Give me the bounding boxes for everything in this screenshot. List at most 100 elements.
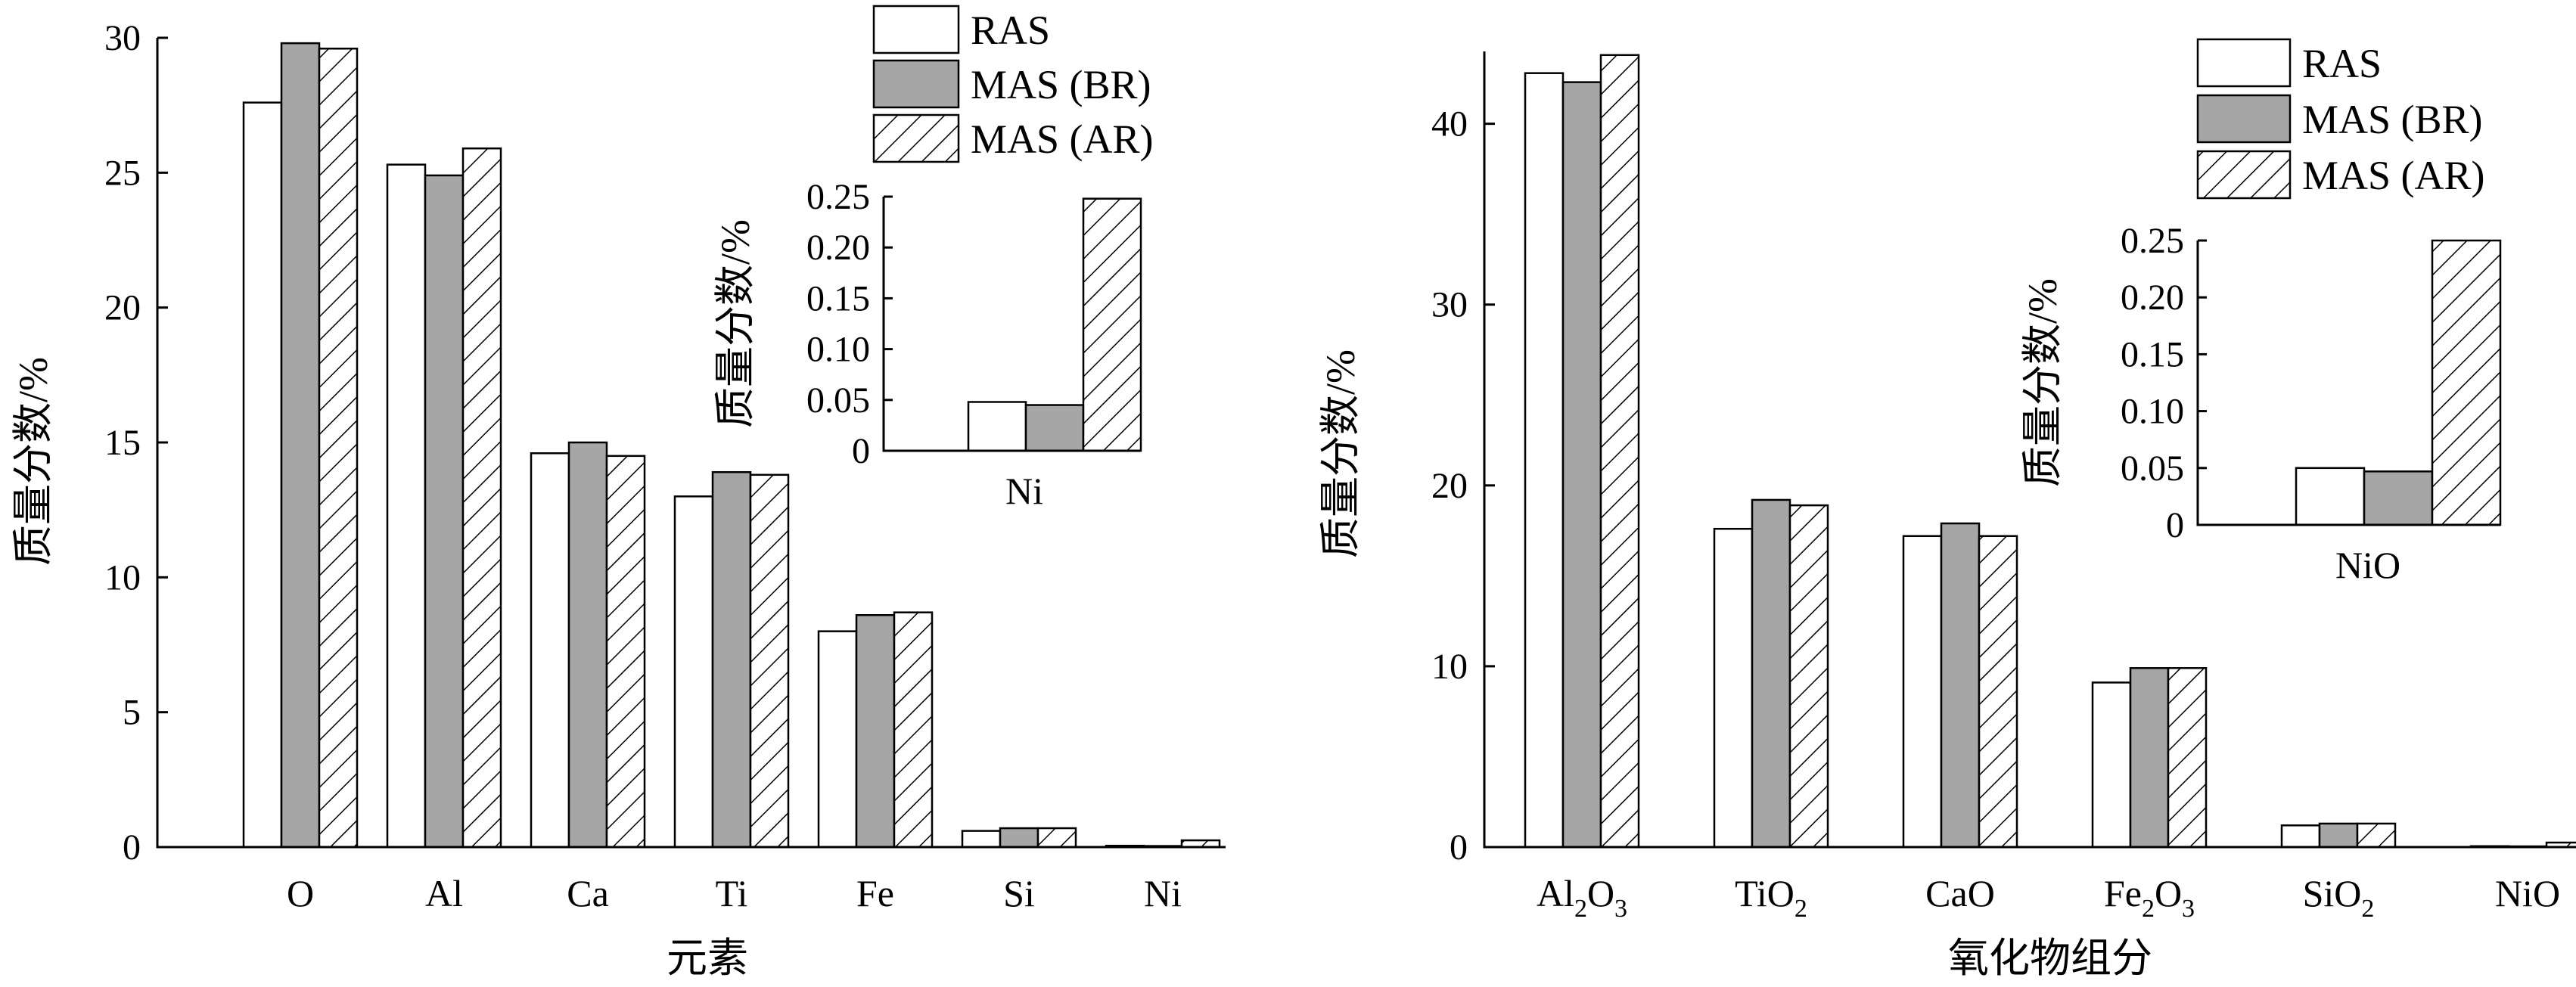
l-x-tick-label: Si: [1003, 872, 1035, 914]
figure: 0 5 10 15 20 25 30 O Al Ca Ti Fe Si Ni 元素 质量分数/% RAS…: [0, 0, 2576, 987]
left-chart: 0 5 10 15 20 25 30 O Al Ca Ti Fe Si Ni 元素 质量分数/% RAS…: [11, 6, 1226, 981]
l-bar-al-mas-br: [425, 175, 463, 847]
r-bar-al2o3-mas-ar: [1601, 55, 1639, 847]
l-y-tick-label: 20: [104, 288, 141, 328]
inset-bar-mas-br: [1026, 405, 1083, 451]
r-y-tick-label: 20: [1431, 466, 1468, 506]
left-legend: RAS MAS (BR) MAS (AR): [874, 6, 1154, 162]
r-x-tick-label: CaO: [1925, 872, 1995, 914]
legend-label-mas-ar: MAS (AR): [971, 116, 1154, 162]
right-legend: RAS MAS (BR) MAS (AR): [2198, 39, 2485, 198]
l-x-tick-label: Al: [425, 872, 463, 914]
r-bar-cao-ras: [1903, 536, 1941, 847]
r-bar-fe2o3-ras: [2093, 682, 2130, 847]
right-y-axis-label: 质量分数/%: [1318, 349, 1363, 558]
inset-bar-ras: [968, 402, 1026, 451]
left-y-axis-label: 质量分数/%: [11, 357, 56, 566]
r-y-tick-label: 40: [1431, 104, 1468, 144]
l-x-tick-label: O: [287, 872, 314, 914]
r-y-tick-label: 10: [1431, 647, 1468, 687]
inset-x-tick-label: Ni: [1005, 470, 1043, 512]
l-bar-o-mas-br: [281, 43, 319, 847]
r-x-tick-label: NiO: [2495, 872, 2560, 914]
right-category-labels: Al2O3 TiO2 CaO Fe2O3 SiO2 NiO: [1537, 872, 2560, 923]
inset-bar-mas-br: [2364, 471, 2432, 525]
inset-y-tick-label: 0.05: [2121, 448, 2184, 489]
l-bar-ca-mas-ar: [607, 456, 645, 847]
l-bar-si-mas-ar: [1038, 828, 1076, 847]
l-bar-fe-ras: [819, 632, 856, 847]
left-x-axis-label: 元素: [667, 936, 748, 981]
legend-swatch-ras: [2198, 39, 2290, 86]
l-bar-ca-mas-br: [569, 442, 607, 847]
right-x-axis-label: 氧化物组分: [1948, 936, 2152, 981]
legend-swatch-mas-ar: [2198, 151, 2290, 198]
inset-bar-mas-ar: [1083, 199, 1141, 451]
l-x-tick-label: Ca: [567, 872, 609, 914]
l-bar-si-ras: [962, 831, 1000, 847]
inset-x-tick-label: NiO: [2335, 544, 2400, 586]
r-bar-fe2o3-mas-ar: [2168, 668, 2206, 847]
legend-swatch-mas-br: [874, 61, 959, 107]
inset-y-tick-label: 0.10: [806, 330, 870, 370]
l-bar-si-mas-br: [1000, 828, 1038, 847]
inset-y-tick-label: 0.10: [2121, 392, 2184, 432]
l-y-tick-label: 30: [104, 18, 141, 58]
r-x-tick-label: Fe2O3: [2104, 872, 2195, 923]
inset-y-tick-label: 0.20: [806, 228, 870, 268]
l-x-tick-label: Ni: [1144, 872, 1182, 914]
l-bar-o-ras: [244, 103, 281, 847]
inset-y-axis-label: 质量分数/%: [2020, 278, 2065, 487]
l-bar-ca-ras: [531, 453, 569, 847]
l-y-tick-label: 15: [104, 423, 141, 463]
legend-swatch-ras: [874, 6, 959, 53]
l-y-tick-label: 25: [104, 153, 141, 193]
inset-y-tick-label: 0.25: [806, 177, 870, 217]
inset-y-axis-label: 质量分数/%: [713, 219, 758, 428]
r-bar-sio2-mas-ar: [2357, 824, 2395, 847]
r-bar-fe2o3-mas-br: [2130, 668, 2168, 847]
legend-label-ras: RAS: [971, 8, 1050, 53]
r-bar-sio2-ras: [2282, 825, 2320, 847]
right-chart: 0 10 20 30 40 Al2O3 TiO2 CaO Fe2O3 SiO2 NiO 氧化物组分…: [1318, 39, 2576, 981]
legend-label-ras: RAS: [2302, 41, 2382, 86]
inset-y-tick-label: 0.20: [2121, 278, 2184, 318]
r-bar-cao-mas-br: [1941, 523, 1979, 847]
r-bar-al2o3-mas-br: [1563, 82, 1601, 847]
inset-bar-mas-ar: [2432, 241, 2500, 525]
l-bar-al-ras: [387, 165, 425, 847]
left-category-labels: O Al Ca Ti Fe Si Ni: [287, 872, 1182, 914]
legend-swatch-mas-br: [2198, 95, 2290, 142]
r-x-tick-label: TiO2: [1735, 872, 1807, 923]
r-bar-al2o3-ras: [1525, 73, 1563, 847]
r-y-tick-label: 0: [1450, 827, 1468, 868]
l-y-tick-label: 5: [123, 693, 141, 733]
legend-label-mas-br: MAS (BR): [2302, 97, 2483, 142]
l-x-tick-label: Fe: [856, 872, 894, 914]
l-bar-o-mas-ar: [319, 48, 357, 847]
l-bar-fe-mas-ar: [894, 613, 932, 847]
l-bar-ti-mas-br: [713, 472, 750, 847]
r-bar-tio2-ras: [1714, 529, 1752, 847]
inset-y-tick-label: 0.15: [2121, 334, 2184, 374]
l-y-tick-label: 0: [123, 827, 141, 868]
l-bar-ti-ras: [675, 496, 713, 847]
inset-y-tick-label: 0.15: [806, 278, 870, 318]
r-bar-cao-mas-ar: [1979, 536, 2017, 847]
l-x-tick-label: Ti: [716, 872, 748, 914]
legend-swatch-mas-ar: [874, 115, 959, 162]
right-inset: 0 0.05 0.10 0.15 0.20 0.25 NiO 质量分数/%: [2020, 221, 2500, 586]
left-inset: 0 0.05 0.10 0.15 0.20 0.25 Ni 质量分数/%: [713, 177, 1141, 512]
r-y-tick-label: 30: [1431, 285, 1468, 325]
l-bar-fe-mas-br: [856, 615, 894, 847]
inset-y-tick-label: 0.25: [2121, 221, 2184, 261]
r-x-tick-label: Al2O3: [1537, 872, 1627, 923]
l-bar-ti-mas-ar: [750, 475, 788, 847]
l-y-tick-label: 10: [104, 557, 141, 597]
inset-y-tick-label: 0: [2166, 505, 2184, 545]
inset-y-tick-label: 0: [852, 431, 870, 471]
r-x-tick-label: SiO2: [2303, 872, 2375, 923]
inset-y-tick-label: 0.05: [806, 380, 870, 421]
l-bar-al-mas-ar: [463, 148, 501, 847]
legend-label-mas-ar: MAS (AR): [2302, 153, 2485, 198]
